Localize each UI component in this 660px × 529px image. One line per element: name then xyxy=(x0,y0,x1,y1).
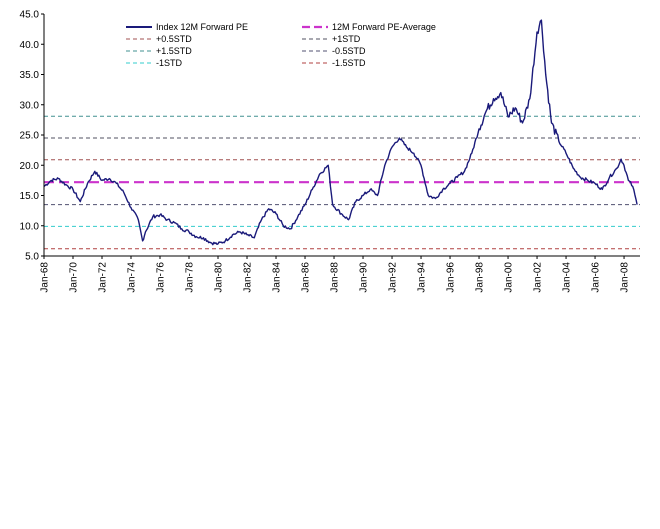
y-tick-label: 10.0 xyxy=(20,221,40,232)
x-tick-label: Jan-78 xyxy=(185,262,196,293)
y-tick-label: 15.0 xyxy=(20,191,40,202)
x-tick-label: Jan-80 xyxy=(214,262,225,293)
y-tick-label: 40.0 xyxy=(20,40,40,51)
series-line-index-12m-forward-pe xyxy=(43,19,638,246)
legend-label-0-5std: +0.5STD xyxy=(156,34,192,44)
x-tick-label: Jan-94 xyxy=(417,262,428,293)
y-tick-label: 20.0 xyxy=(20,161,40,172)
x-tick-label: Jan-92 xyxy=(388,262,399,293)
main-series xyxy=(43,19,638,246)
x-tick-label: Jan-90 xyxy=(359,262,370,293)
legend-label-1-5std: -1.5STD xyxy=(332,58,366,68)
x-tick-label: Jan-96 xyxy=(446,262,457,293)
legend: Index 12M Forward PE 12M Forward PE-Avera… xyxy=(126,22,436,68)
y-tick-label: 5.0 xyxy=(25,252,39,263)
x-tick-label: Jan-76 xyxy=(156,262,167,293)
legend-label-1std: -1STD xyxy=(156,58,183,68)
legend-label-0-5std: -0.5STD xyxy=(332,46,366,56)
axes: 5.0 10.0 15.0 20.0 25.0 30.0 35.0 40.0 45.0 Jan-6… xyxy=(20,10,640,293)
x-tick-label: Jan-84 xyxy=(272,262,283,293)
x-tick-label: Jan-74 xyxy=(127,262,138,293)
plot-area xyxy=(10,14,640,256)
x-tick-label: Jan-06 xyxy=(591,262,602,293)
x-tick-label: Jan-88 xyxy=(330,262,341,293)
legend-label-12m-forward-pe-average: 12M Forward PE-Average xyxy=(332,22,436,32)
x-tick-label: Jan-68 xyxy=(40,262,51,293)
x-tick-label: Jan-72 xyxy=(98,262,109,293)
legend-label-1-5std: +1.5STD xyxy=(156,46,192,56)
x-tick-label: Jan-86 xyxy=(301,262,312,293)
x-tick-label: Jan-82 xyxy=(243,262,254,293)
y-tick-label: 45.0 xyxy=(20,10,40,21)
y-tick-label: 35.0 xyxy=(20,70,40,81)
legend-label-index-12m-forward-pe: Index 12M Forward PE xyxy=(156,22,248,32)
reference-lines xyxy=(44,115,640,250)
y-tick-label: 25.0 xyxy=(20,131,40,142)
x-tick-label: Jan-02 xyxy=(533,262,544,293)
legend-label-1std: +1STD xyxy=(332,34,361,44)
x-tick-label: Jan-08 xyxy=(620,262,631,293)
x-tick-label: Jan-00 xyxy=(504,262,515,293)
y-tick-label: 30.0 xyxy=(20,100,40,111)
x-tick-label: Jan-04 xyxy=(562,262,573,293)
x-tick-label: Jan-98 xyxy=(475,262,486,293)
x-tick-label: Jan-70 xyxy=(69,262,80,293)
